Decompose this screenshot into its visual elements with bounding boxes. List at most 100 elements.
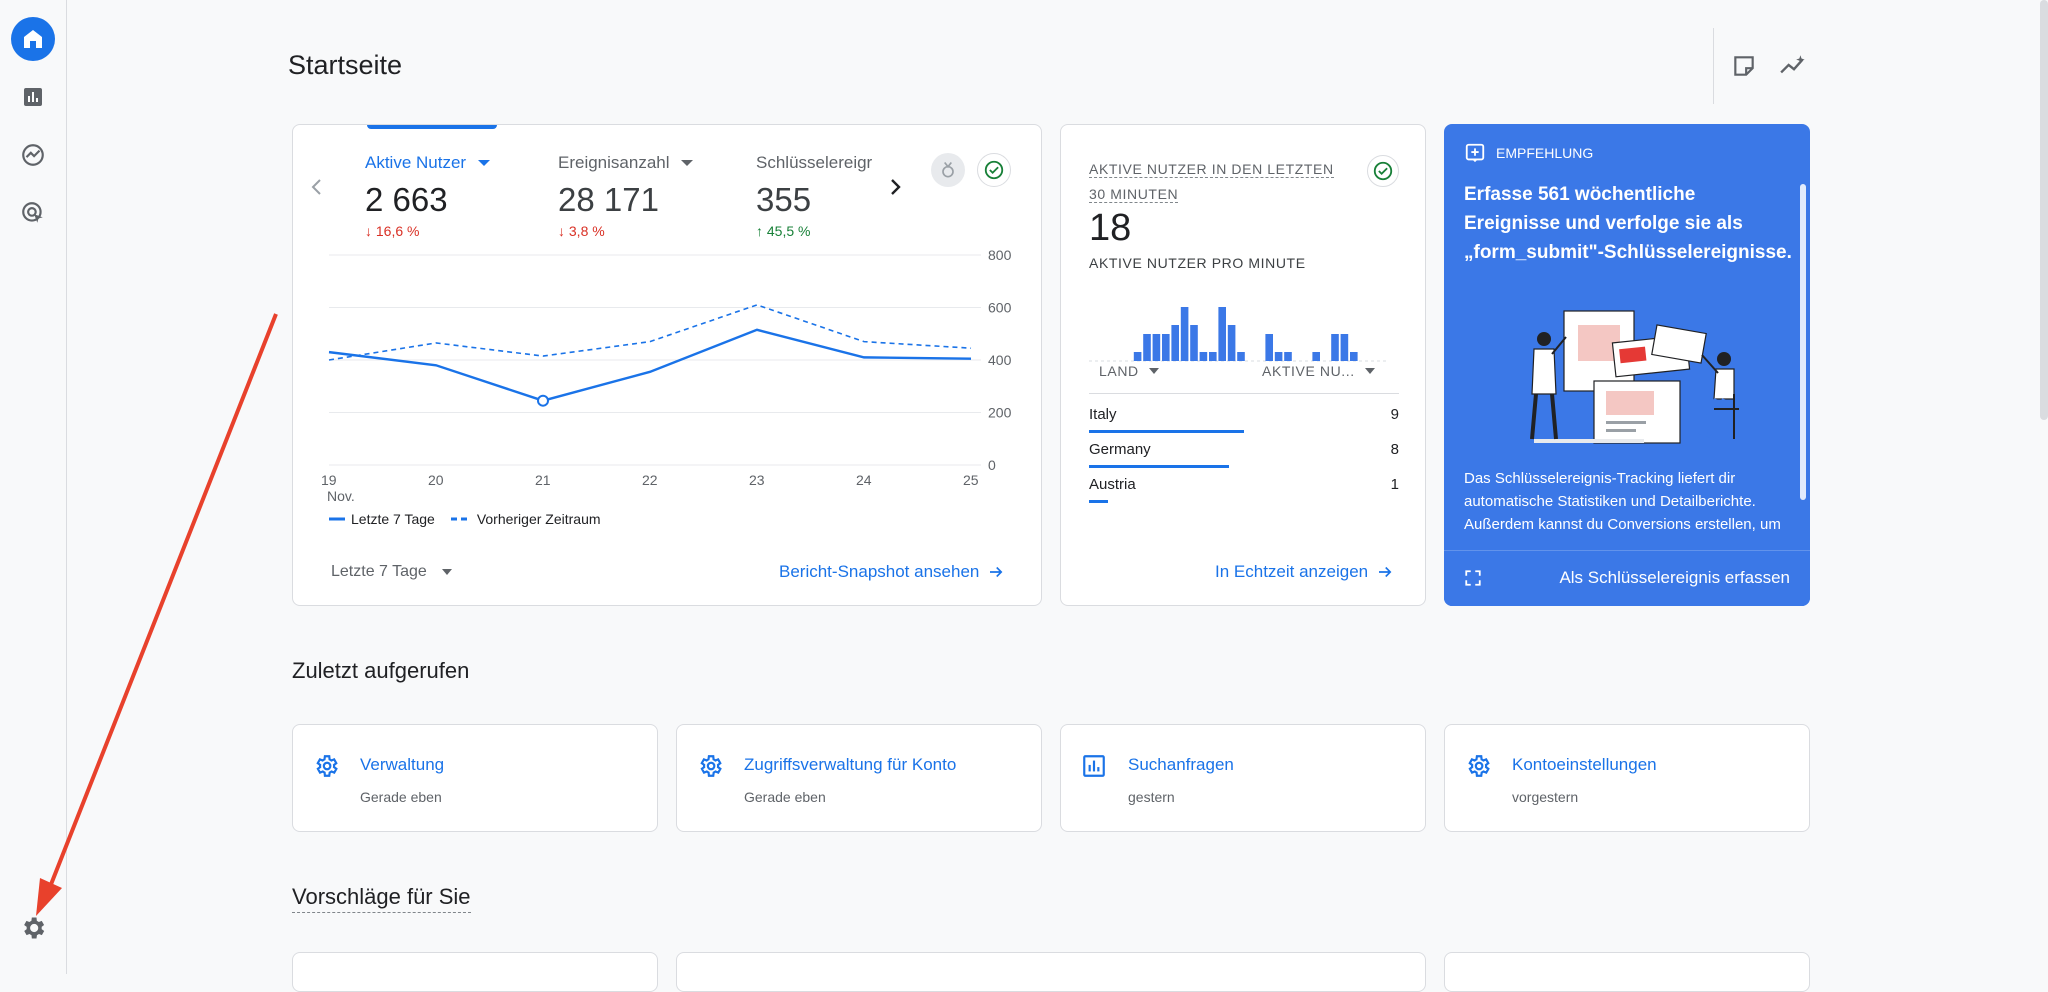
legend-previous-label: Vorheriger Zeitraum <box>476 511 601 527</box>
legend-current-label: Letzte 7 Tage <box>351 511 435 527</box>
country-value: 9 <box>1390 406 1399 423</box>
gear-icon <box>316 755 338 777</box>
reports-nav-button[interactable] <box>11 75 55 119</box>
prev-metrics-button[interactable] <box>305 175 329 199</box>
recommendation-badge: EMPFEHLUNG <box>1464 142 1593 164</box>
check-circle-icon <box>984 160 1004 180</box>
arrow-down-icon: ↓ <box>365 223 372 239</box>
recommendation-illustration <box>1530 310 1739 444</box>
arrow-right-icon <box>990 566 1003 578</box>
scrollbar[interactable] <box>1800 184 1806 500</box>
minute-bar <box>1340 334 1349 361</box>
realtime-card: AKTIVE NUTZER IN DEN LETZTEN 30 MINUTEN … <box>1060 124 1426 606</box>
arrow-down-icon: ↓ <box>558 223 565 239</box>
country-column-header[interactable]: LAND <box>1099 363 1159 379</box>
table-row: Italy 9 <box>1089 403 1399 439</box>
minute-bar <box>1265 334 1273 361</box>
country-column-label: LAND <box>1099 363 1139 379</box>
check-circle-icon <box>1373 161 1393 181</box>
minute-bar <box>1133 352 1142 361</box>
metric-label: Ereignisanzahl <box>558 153 738 173</box>
recent-item-card[interactable]: Suchanfragen gestern <box>1060 724 1426 832</box>
minute-bar <box>1180 307 1189 361</box>
mark-key-event-button[interactable]: Als Schlüsselereignis erfassen <box>1559 568 1790 587</box>
table-row: Germany 8 <box>1089 438 1399 474</box>
data-point-marker <box>537 394 549 407</box>
caret-down-icon <box>1148 368 1159 374</box>
suggestion-card[interactable] <box>292 952 658 992</box>
benchmark-button[interactable] <box>931 153 965 187</box>
country-name: Austria <box>1089 476 1136 493</box>
recent-item-time: Gerade eben <box>360 789 442 805</box>
legend-dashed-swatch <box>450 517 471 521</box>
suggestion-card[interactable] <box>676 952 1426 992</box>
realtime-title-line1: AKTIVE NUTZER IN DEN LETZTEN <box>1089 161 1334 178</box>
country-name: Germany <box>1089 441 1151 458</box>
x-tick-label: 25 <box>963 472 979 488</box>
metric-value: 355 <box>756 181 812 218</box>
insight-plus-icon <box>1465 143 1485 163</box>
suggestion-card[interactable] <box>1444 952 1810 992</box>
recent-item-card[interactable]: Zugriffsverwaltung für Konto Gerade eben <box>676 724 1042 832</box>
caret-down-icon <box>441 569 452 575</box>
insights-icon <box>1780 55 1805 74</box>
recent-item-card[interactable]: Kontoeinstellungen vorgestern <box>1444 724 1810 832</box>
chevron-right-icon <box>891 179 901 195</box>
realtime-link[interactable]: In Echtzeit anzeigen <box>1215 562 1394 582</box>
country-value: 8 <box>1390 441 1399 458</box>
minute-bar <box>1190 325 1198 361</box>
recommendation-footer: Als Schlüsselereignis erfassen <box>1444 550 1810 606</box>
header-divider <box>1713 28 1714 104</box>
home-nav-button[interactable] <box>11 17 55 61</box>
metric-label-text: Aktive Nutzer <box>365 153 467 172</box>
realtime-subtitle: AKTIVE NUTZER PRO MINUTE <box>1089 255 1306 271</box>
next-metrics-button[interactable] <box>883 175 907 199</box>
country-value: 1 <box>1390 476 1399 493</box>
y-tick-label: 600 <box>988 300 1012 316</box>
explore-nav-button[interactable] <box>11 133 55 177</box>
date-range-dropdown[interactable]: Letzte 7 Tage <box>331 563 453 581</box>
page-scrollbar[interactable] <box>2040 0 2048 420</box>
arrow-up-icon: ↑ <box>756 223 763 239</box>
realtime-status-button[interactable] <box>1367 155 1399 187</box>
x-tick-label: 23 <box>749 472 765 488</box>
x-tick-label: 22 <box>642 472 658 488</box>
report-snapshot-link[interactable]: Bericht-Snapshot ansehen <box>779 562 1005 582</box>
overview-card: Aktive Nutzer 2 663 ↓ 16,6 % Ereignisanz… <box>292 124 1042 606</box>
admin-settings-button[interactable] <box>11 906 55 950</box>
metric-tab-key-events[interactable]: Schlüsselereigr 355 ↑ 45,5 % <box>756 153 876 243</box>
metric-tab-event-count[interactable]: Ereignisanzahl 28 171 ↓ 3,8 % <box>558 153 738 243</box>
y-tick-label: 200 <box>988 405 1012 421</box>
table-row: Austria 1 <box>1089 473 1399 509</box>
caret-down-icon <box>681 160 694 166</box>
metric-delta-text: 16,6 % <box>375 223 420 239</box>
legend-solid-swatch <box>329 517 345 521</box>
caret-down-icon <box>477 160 490 166</box>
recent-item-time: gestern <box>1128 789 1175 805</box>
report-snapshot-link-text: Bericht-Snapshot ansehen <box>779 562 980 581</box>
advertising-nav-button[interactable] <box>11 191 55 235</box>
minute-bar <box>1152 334 1161 361</box>
insights-button[interactable] <box>1778 50 1810 82</box>
expand-icon[interactable] <box>1464 569 1482 587</box>
data-status-button[interactable] <box>977 153 1011 187</box>
realtime-title-line2: 30 MINUTEN <box>1089 186 1179 203</box>
metric-delta-text: 45,5 % <box>766 223 811 239</box>
gear-icon <box>1468 755 1490 777</box>
suggestions-section-title[interactable]: Vorschläge für Sie <box>292 884 471 913</box>
chevron-left-icon <box>311 179 321 195</box>
metric-tab-active-users[interactable]: Aktive Nutzer 2 663 ↓ 16,6 % <box>365 153 535 243</box>
minute-bar <box>1237 352 1245 361</box>
recent-item-title: Suchanfragen <box>1128 755 1234 774</box>
recent-item-title: Verwaltung <box>360 755 445 774</box>
recent-item-card[interactable]: Verwaltung Gerade eben <box>292 724 658 832</box>
gear-icon <box>700 755 722 777</box>
y-tick-label: 400 <box>988 352 1012 368</box>
notes-button[interactable] <box>1728 50 1760 82</box>
bar-chart-icon <box>24 88 42 106</box>
users-column-header[interactable]: AKTIVE NU... <box>1262 363 1375 379</box>
realtime-title[interactable]: AKTIVE NUTZER IN DEN LETZTEN 30 MINUTEN <box>1089 157 1334 207</box>
recommendation-body: Das Schlüsselereignis-Tracking liefert d… <box>1464 470 1781 533</box>
minute-bar <box>1227 325 1236 361</box>
minute-bar <box>1162 334 1170 361</box>
